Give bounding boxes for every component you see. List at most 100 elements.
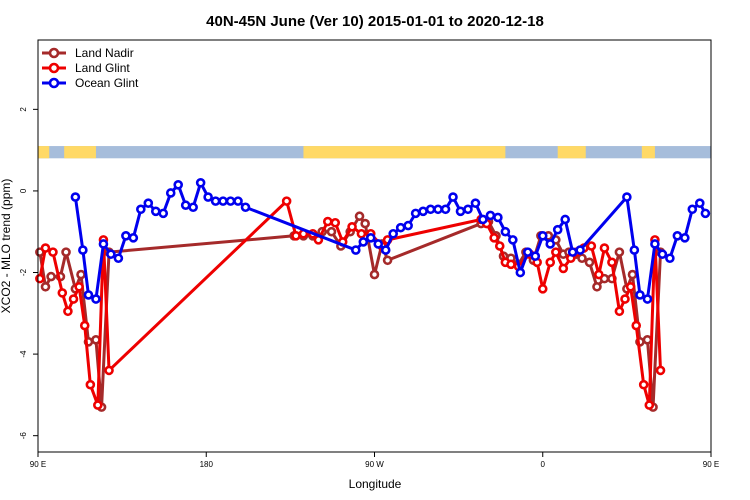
data-point-land-nadir (46, 271, 56, 282)
data-point-land-glint (558, 263, 569, 274)
data-point-land-glint (79, 320, 90, 331)
legend-item-ocean-glint: Ocean Glint (42, 76, 139, 90)
data-point-land-glint (48, 247, 58, 257)
data-point-ocean-glint (470, 198, 481, 208)
data-point-ocean-glint (78, 245, 88, 255)
data-point-land-glint (625, 281, 636, 292)
legend-label: Land Nadir (75, 46, 134, 60)
data-point-ocean-glint (388, 228, 398, 239)
data-point-land-glint (614, 306, 625, 317)
y-tick-label: 0 (19, 188, 28, 193)
legend-item-land-glint: Land Glint (42, 61, 130, 75)
data-point-ocean-glint (218, 196, 228, 206)
x-tick-label: 0 (541, 460, 546, 469)
data-point-land-glint (655, 365, 666, 376)
data-point-ocean-glint (136, 204, 146, 215)
data-point-ocean-glint (91, 294, 101, 304)
data-point-ocean-glint (530, 251, 541, 261)
data-point-ocean-glint (478, 214, 488, 225)
data-point-ocean-glint (665, 253, 675, 264)
legend-label: Ocean Glint (75, 76, 139, 90)
data-point-ocean-glint (567, 247, 578, 257)
data-point-ocean-glint (440, 204, 451, 215)
data-point-land-glint (586, 241, 597, 251)
data-point-ocean-glint (150, 206, 161, 217)
data-point-land-glint (291, 231, 301, 241)
data-point-land-nadir (326, 226, 337, 237)
data-point-ocean-glint (395, 222, 406, 233)
x-tick-label: 90 W (365, 460, 384, 469)
data-point-ocean-glint (650, 239, 660, 249)
data-point-ocean-glint (158, 208, 169, 219)
data-point-ocean-glint (165, 188, 176, 198)
y-axis-label: XCO2 - MLO trend (ppm) (0, 179, 13, 314)
chart-title: 40N-45N June (Ver 10) 2015-01-01 to 2020… (206, 13, 544, 30)
data-point-land-nadir (592, 281, 602, 292)
data-point-ocean-glint (128, 233, 139, 243)
data-point-ocean-glint (365, 233, 376, 243)
data-point-ocean-glint (425, 204, 436, 215)
data-point-ocean-glint (233, 196, 243, 206)
data-point-land-nadir (642, 335, 653, 345)
data-point-land-nadir (627, 269, 638, 280)
data-point-land-glint (104, 365, 114, 376)
data-point-land-glint (638, 379, 649, 390)
data-point-ocean-glint (433, 204, 443, 215)
land-strip-segment (303, 146, 506, 159)
data-point-ocean-glint (694, 198, 705, 208)
data-point-land-nadir (369, 269, 380, 280)
data-point-land-glint (620, 294, 630, 304)
data-point-land-glint (537, 284, 548, 294)
data-point-land-glint (631, 320, 642, 331)
data-point-ocean-glint (210, 196, 221, 206)
data-point-ocean-glint (485, 210, 496, 221)
data-point-ocean-glint (672, 231, 683, 241)
data-point-land-glint (347, 222, 357, 232)
y-axis: 2 0 -2 -4 -6 (19, 107, 38, 439)
data-point-land-nadir (91, 335, 101, 345)
data-point-ocean-glint (180, 200, 191, 211)
x-tick-label: 90 E (703, 460, 719, 469)
data-point-ocean-glint (500, 226, 511, 237)
data-point-land-glint (322, 216, 333, 227)
data-point-ocean-glint (622, 192, 632, 202)
data-point-land-glint (57, 288, 68, 298)
land-strip-segment (64, 146, 96, 159)
data-point-land-glint (40, 243, 51, 253)
data-point-ocean-glint (455, 206, 466, 217)
series-layer (35, 177, 711, 412)
series-line-land-nadir (38, 214, 663, 409)
data-point-ocean-glint (642, 294, 653, 304)
data-point-ocean-glint (680, 233, 690, 243)
data-point-land-glint (74, 281, 84, 292)
data-point-ocean-glint (448, 192, 458, 202)
land-strip-segment (641, 146, 655, 159)
data-point-land-nadir (614, 247, 625, 257)
data-point-land-nadir (577, 253, 587, 264)
data-point-ocean-glint (106, 249, 116, 259)
data-point-land-nadir (76, 269, 86, 280)
data-point-land-glint (330, 217, 341, 228)
data-point-ocean-glint (463, 204, 473, 215)
data-point-ocean-glint (373, 239, 384, 249)
land-strip-segment (557, 146, 586, 159)
y-tick-label: -2 (19, 268, 28, 276)
data-point-ocean-glint (575, 245, 585, 255)
legend-swatch-marker (48, 62, 60, 74)
data-point-ocean-glint (687, 204, 698, 215)
data-point-land-glint (281, 196, 292, 206)
data-point-land-nadir (584, 257, 595, 268)
data-point-ocean-glint (545, 239, 556, 249)
data-point-land-glint (644, 400, 655, 410)
y-tick-label: 2 (19, 107, 28, 112)
data-point-ocean-glint (537, 231, 548, 241)
data-point-land-glint (68, 294, 79, 304)
data-point-ocean-glint (113, 253, 124, 264)
data-point-land-nadir (40, 281, 51, 292)
data-point-land-glint (489, 233, 499, 243)
data-point-land-nadir (382, 255, 393, 266)
data-point-ocean-glint (351, 245, 361, 255)
data-point-ocean-glint (700, 208, 711, 219)
legend-label: Land Glint (75, 61, 130, 75)
